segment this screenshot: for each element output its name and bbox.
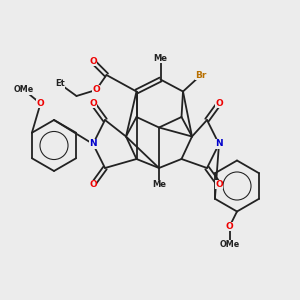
Text: O: O [215, 180, 223, 189]
Text: Me: Me [152, 180, 166, 189]
Text: Et: Et [55, 80, 65, 88]
Text: O: O [89, 57, 97, 66]
Text: O: O [89, 99, 97, 108]
Text: O: O [37, 99, 44, 108]
Text: N: N [215, 140, 223, 148]
Text: Br: Br [195, 70, 207, 80]
Text: N: N [89, 140, 97, 148]
Text: O: O [92, 85, 100, 94]
Text: O: O [215, 99, 223, 108]
Text: O: O [89, 180, 97, 189]
Text: O: O [226, 222, 233, 231]
Text: Me: Me [154, 54, 167, 63]
Text: OMe: OMe [14, 85, 34, 94]
Text: OMe: OMe [219, 240, 240, 249]
